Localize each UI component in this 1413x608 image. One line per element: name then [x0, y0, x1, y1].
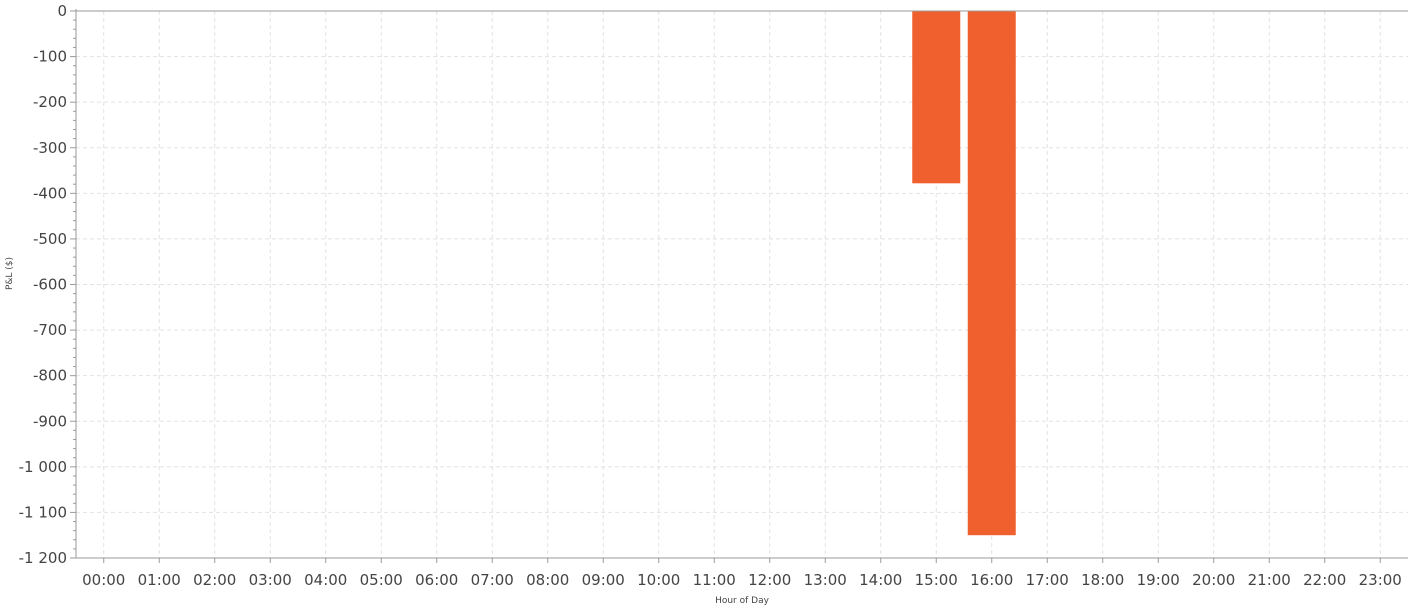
x-tick-label: 21:00: [1248, 571, 1291, 589]
y-tick-labels: 0 -100 -200 -300 -400 -500 -600 -700 -800 -900 -1 …: [19, 2, 67, 567]
y-tick-label: -300: [33, 139, 67, 157]
x-tick-label: 20:00: [1192, 571, 1235, 589]
x-tick-label: 14:00: [859, 571, 902, 589]
x-tick-label: 02:00: [193, 571, 236, 589]
y-tick-label: -1 100: [19, 503, 67, 521]
x-tick-label: 08:00: [526, 571, 569, 589]
y-tick-label: 0: [57, 2, 67, 20]
x-tick-label: 18:00: [1081, 571, 1124, 589]
x-tick-label: 13:00: [804, 571, 847, 589]
bar-1500: [912, 11, 961, 184]
y-tick-label: -1 000: [19, 458, 67, 476]
x-tick-label: 07:00: [471, 571, 514, 589]
axes: [70, 9, 1408, 563]
x-axis-title: Hour of Day: [715, 596, 770, 606]
x-tick-label: 10:00: [637, 571, 680, 589]
x-tick-label: 03:00: [249, 571, 292, 589]
y-tick-label: -800: [33, 367, 67, 385]
x-tick-label: 22:00: [1303, 571, 1346, 589]
bars: [912, 11, 1016, 536]
x-tick-label: 06:00: [415, 571, 458, 589]
x-tick-label: 17:00: [1026, 571, 1069, 589]
y-tick-label: -100: [33, 48, 67, 66]
y-tick-label: -1 200: [19, 549, 67, 567]
x-tick-label: 19:00: [1137, 571, 1180, 589]
y-axis-title: P&L ($): [5, 257, 15, 290]
grid-lines: [76, 11, 1408, 559]
x-tick-label: 12:00: [748, 571, 791, 589]
y-tick-label: -600: [33, 276, 67, 294]
bar-1600: [967, 11, 1016, 536]
x-tick-label: 00:00: [82, 571, 125, 589]
x-tick-label: 11:00: [693, 571, 736, 589]
x-tick-label: 04:00: [304, 571, 347, 589]
y-tick-label: -700: [33, 321, 67, 339]
x-tick-label: 01:00: [138, 571, 181, 589]
x-tick-label: 05:00: [360, 571, 403, 589]
y-tick-label: -200: [33, 93, 67, 111]
x-tick-label: 15:00: [915, 571, 958, 589]
y-tick-label: -400: [33, 184, 67, 202]
x-tick-label: 16:00: [970, 571, 1013, 589]
x-tick-labels: 00:00 01:00 02:00 03:00 04:00 05:00 06:00 07:00…: [82, 571, 1402, 589]
y-tick-label: -900: [33, 412, 67, 430]
x-tick-label: 23:00: [1359, 571, 1402, 589]
y-tick-label: -500: [33, 230, 67, 248]
x-tick-label: 09:00: [582, 571, 625, 589]
